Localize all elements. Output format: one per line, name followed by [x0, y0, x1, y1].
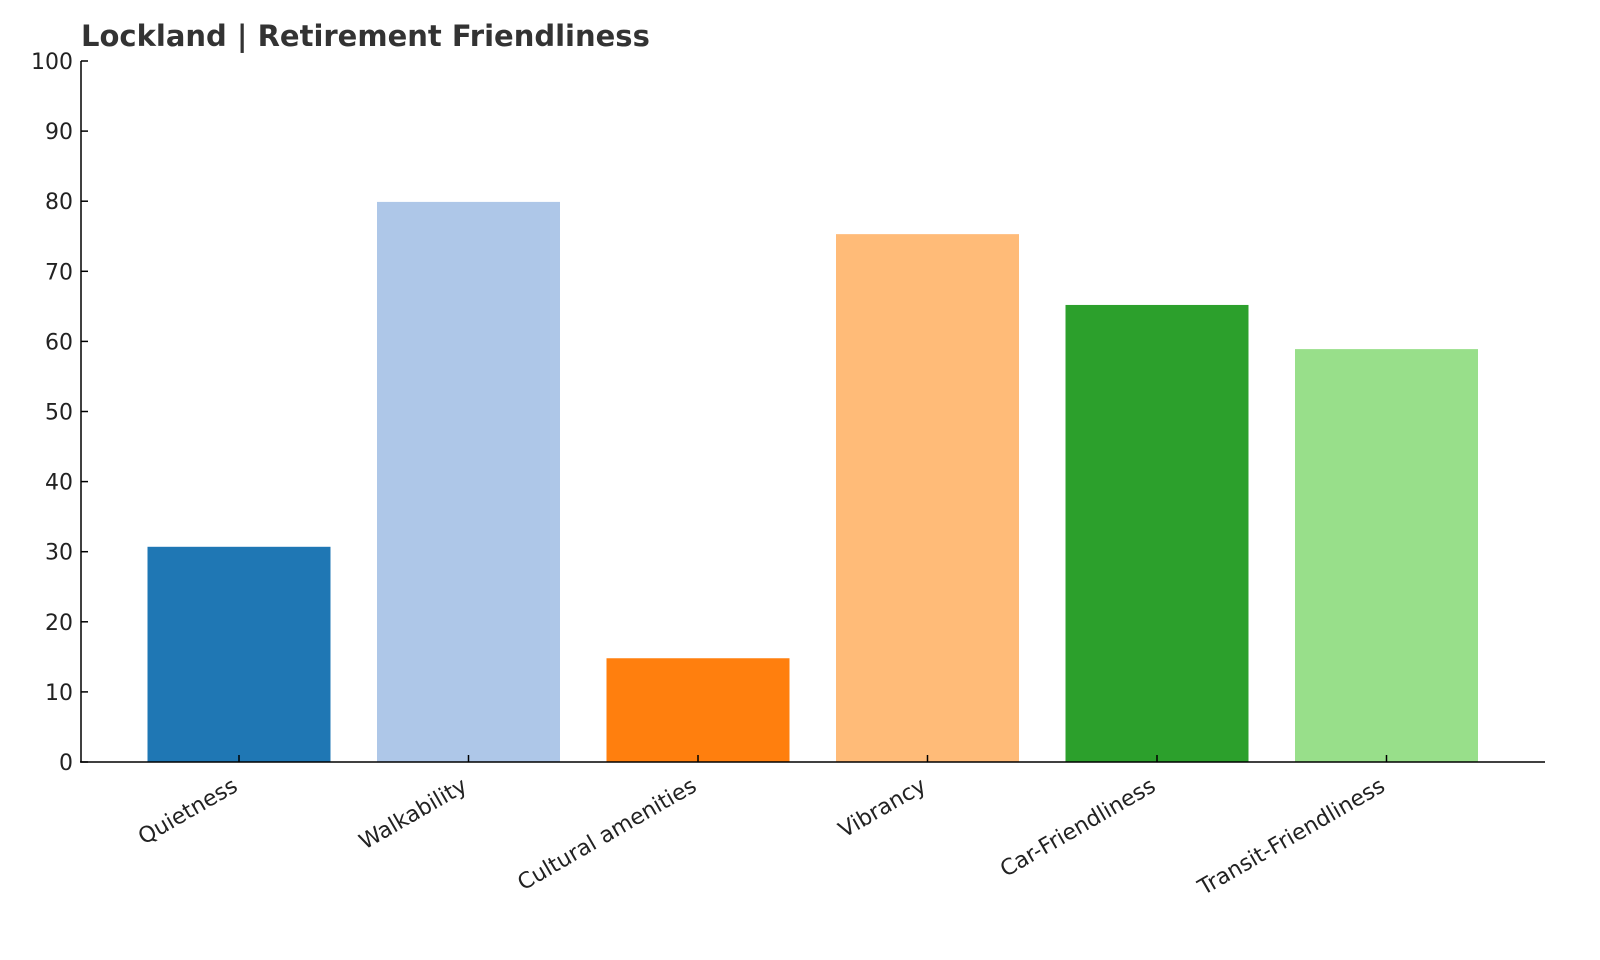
- x-tick-label: Vibrancy: [835, 774, 931, 844]
- chart-title: Lockland | Retirement Friendliness: [81, 19, 650, 53]
- bar: [836, 234, 1019, 763]
- y-tick-label: 80: [45, 190, 73, 215]
- y-tick-label: 50: [45, 401, 73, 426]
- x-tick-label: Quietness: [134, 774, 242, 851]
- bar: [377, 201, 560, 762]
- y-tick-label: 100: [31, 50, 73, 75]
- x-tick-label: Car-Friendliness: [996, 774, 1160, 883]
- x-tick-label: Walkability: [355, 774, 471, 856]
- y-tick-label: 40: [45, 471, 73, 496]
- y-tick-label: 70: [45, 260, 73, 285]
- bar: [1065, 304, 1249, 762]
- bar: [606, 658, 790, 762]
- x-tick-label: Cultural amenities: [514, 774, 701, 897]
- y-tick-label: 0: [59, 751, 73, 776]
- bar: [1295, 349, 1478, 762]
- x-tick-label: Transit-Friendliness: [1193, 774, 1389, 902]
- bar: [147, 546, 331, 762]
- y-tick-label: 20: [45, 611, 73, 636]
- y-tick-label: 30: [45, 541, 73, 566]
- y-tick-label: 60: [45, 330, 73, 355]
- y-tick-label: 10: [45, 681, 73, 706]
- y-tick-label: 90: [45, 120, 73, 145]
